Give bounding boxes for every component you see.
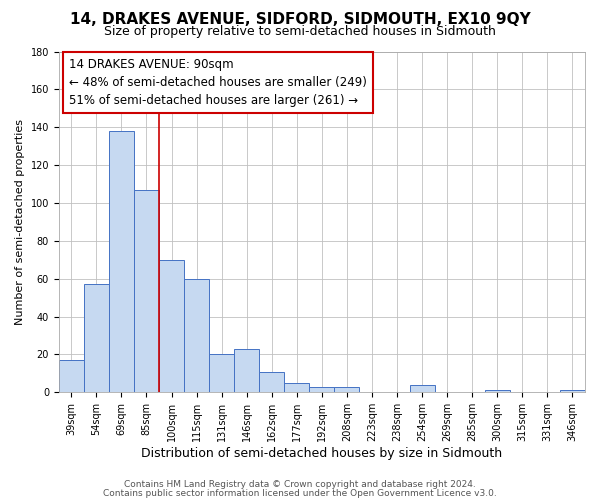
Bar	[184, 278, 209, 392]
Bar	[109, 131, 134, 392]
Bar	[560, 390, 585, 392]
Bar	[410, 385, 434, 392]
Y-axis label: Number of semi-detached properties: Number of semi-detached properties	[15, 119, 25, 325]
Text: Contains public sector information licensed under the Open Government Licence v3: Contains public sector information licen…	[103, 488, 497, 498]
Bar	[485, 390, 510, 392]
Bar	[159, 260, 184, 392]
Bar	[209, 354, 234, 393]
Bar	[134, 190, 159, 392]
Bar	[234, 349, 259, 393]
Bar	[310, 386, 334, 392]
Bar	[59, 360, 84, 392]
Bar	[334, 386, 359, 392]
Bar	[84, 284, 109, 393]
Bar	[259, 372, 284, 392]
Text: 14 DRAKES AVENUE: 90sqm
← 48% of semi-detached houses are smaller (249)
51% of s: 14 DRAKES AVENUE: 90sqm ← 48% of semi-de…	[70, 58, 367, 108]
Text: Contains HM Land Registry data © Crown copyright and database right 2024.: Contains HM Land Registry data © Crown c…	[124, 480, 476, 489]
Text: Size of property relative to semi-detached houses in Sidmouth: Size of property relative to semi-detach…	[104, 25, 496, 38]
Text: 14, DRAKES AVENUE, SIDFORD, SIDMOUTH, EX10 9QY: 14, DRAKES AVENUE, SIDFORD, SIDMOUTH, EX…	[70, 12, 530, 28]
X-axis label: Distribution of semi-detached houses by size in Sidmouth: Distribution of semi-detached houses by …	[142, 447, 502, 460]
Bar	[284, 383, 310, 392]
